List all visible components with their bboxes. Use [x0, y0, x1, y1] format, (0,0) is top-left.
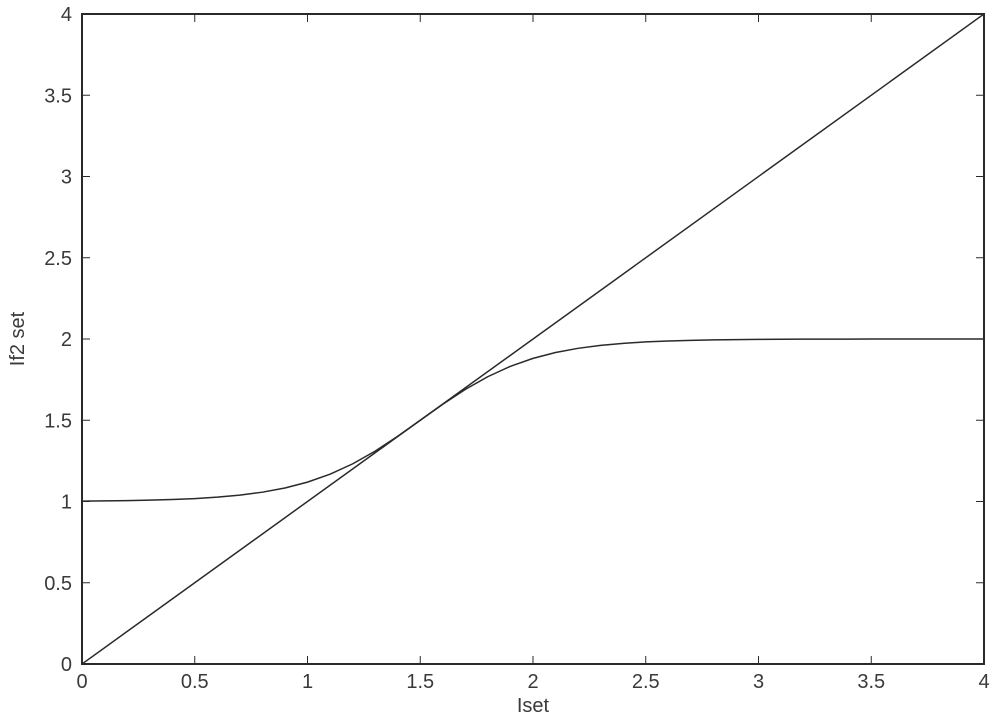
y-tick-label: 0.5 — [44, 573, 72, 595]
x-tick-label: 3 — [753, 671, 764, 693]
y-tick-label: 3 — [61, 167, 72, 189]
y-tick-label: 1.5 — [44, 410, 72, 432]
x-tick-label: 1 — [302, 671, 313, 693]
y-tick-label: 3.5 — [44, 85, 72, 107]
x-tick-label: 2 — [527, 671, 538, 693]
chart-container: 0 0.5 1 1.5 2 2.5 3 3.5 4 0 0.5 1 1.5 2 2.5 3 3.5 4 Iset If… — [0, 0, 1000, 719]
x-axis-label: Iset — [517, 695, 550, 717]
y-tick-label: 2 — [61, 329, 72, 351]
y-tick-label: 1 — [61, 492, 72, 514]
y-tick-label: 2.5 — [44, 248, 72, 270]
x-tick-label: 0 — [76, 671, 87, 693]
x-tick-label: 3.5 — [857, 671, 885, 693]
y-tick-label: 4 — [61, 4, 72, 26]
x-tick-label: 2.5 — [632, 671, 660, 693]
y-axis-label: If2 set — [7, 311, 29, 366]
x-tick-label: 1.5 — [406, 671, 434, 693]
x-tick-label: 4 — [978, 671, 989, 693]
chart-svg: 0 0.5 1 1.5 2 2.5 3 3.5 4 0 0.5 1 1.5 2 2.5 3 3.5 4 Iset If… — [0, 0, 1000, 719]
x-tick-label: 0.5 — [181, 671, 209, 693]
y-tick-label: 0 — [61, 654, 72, 676]
